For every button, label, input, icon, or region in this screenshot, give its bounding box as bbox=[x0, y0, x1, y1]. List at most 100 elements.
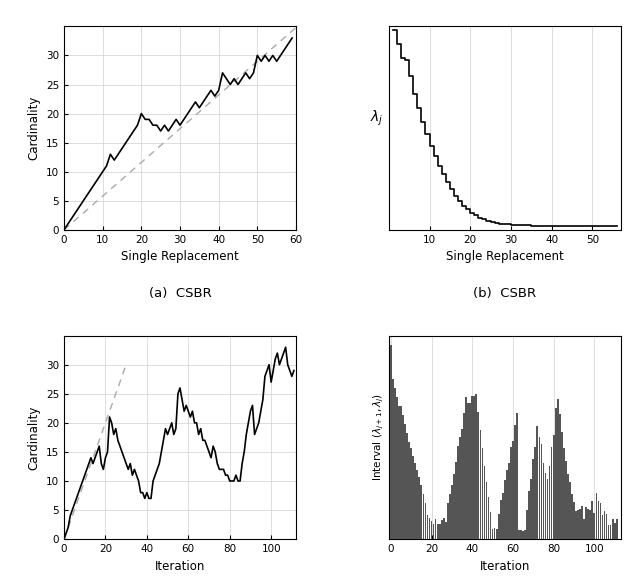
Bar bbox=[545, 473, 547, 539]
Bar bbox=[541, 444, 542, 539]
Bar bbox=[447, 503, 449, 539]
Bar bbox=[417, 470, 418, 539]
Bar bbox=[457, 445, 459, 539]
Bar bbox=[526, 510, 528, 539]
Text: (b)  CSBR: (b) CSBR bbox=[473, 287, 536, 300]
Bar bbox=[390, 345, 392, 539]
Bar bbox=[492, 529, 493, 539]
Bar bbox=[614, 523, 616, 539]
Bar bbox=[532, 459, 534, 539]
Bar bbox=[602, 515, 604, 539]
Bar bbox=[461, 430, 463, 539]
Bar bbox=[581, 506, 583, 539]
Bar bbox=[589, 510, 591, 539]
Bar bbox=[441, 520, 443, 539]
Bar bbox=[424, 503, 426, 539]
Bar bbox=[591, 501, 593, 539]
Bar bbox=[534, 447, 536, 539]
Bar bbox=[510, 447, 512, 539]
Bar bbox=[496, 529, 497, 539]
Bar bbox=[420, 485, 422, 539]
Bar bbox=[400, 406, 402, 539]
Bar bbox=[579, 509, 581, 539]
Bar bbox=[536, 426, 538, 539]
Bar bbox=[412, 455, 414, 539]
Bar bbox=[569, 482, 571, 539]
Bar bbox=[422, 493, 424, 539]
Bar bbox=[486, 482, 487, 539]
Bar bbox=[548, 466, 550, 539]
Bar bbox=[433, 524, 435, 539]
Bar bbox=[394, 388, 396, 539]
Bar bbox=[610, 525, 611, 539]
Bar bbox=[439, 524, 440, 539]
Bar bbox=[392, 379, 394, 539]
Bar bbox=[520, 530, 522, 539]
Bar bbox=[563, 448, 564, 539]
Bar bbox=[600, 503, 602, 539]
Bar bbox=[561, 432, 563, 539]
Bar bbox=[604, 511, 605, 539]
Text: (a)  CSBR: (a) CSBR bbox=[148, 287, 211, 300]
Bar bbox=[571, 493, 573, 539]
Bar bbox=[463, 413, 465, 539]
Bar bbox=[477, 412, 479, 539]
Bar bbox=[516, 413, 518, 539]
Bar bbox=[469, 403, 471, 539]
Bar bbox=[476, 394, 477, 539]
X-axis label: Iteration: Iteration bbox=[479, 560, 530, 573]
Bar bbox=[531, 479, 532, 539]
Bar bbox=[481, 448, 483, 539]
Y-axis label: $\lambda_j$: $\lambda_j$ bbox=[371, 109, 384, 128]
Bar bbox=[445, 522, 447, 539]
Bar bbox=[490, 512, 492, 539]
X-axis label: Single Replacement: Single Replacement bbox=[446, 250, 564, 263]
Bar bbox=[588, 509, 589, 539]
Bar bbox=[512, 441, 514, 539]
Bar bbox=[538, 437, 540, 539]
Bar bbox=[436, 523, 438, 539]
Bar bbox=[443, 518, 445, 539]
Bar bbox=[555, 408, 557, 539]
Bar bbox=[522, 531, 524, 539]
Bar bbox=[467, 403, 469, 539]
Bar bbox=[577, 510, 579, 539]
Bar bbox=[518, 530, 520, 539]
Bar bbox=[608, 525, 609, 539]
Bar bbox=[506, 470, 508, 539]
Bar bbox=[408, 442, 410, 539]
Bar bbox=[612, 519, 614, 539]
Bar bbox=[567, 475, 569, 539]
Y-axis label: Cardinality: Cardinality bbox=[28, 96, 40, 161]
Bar bbox=[616, 519, 618, 539]
Bar bbox=[586, 507, 587, 539]
Y-axis label: Cardinality: Cardinality bbox=[28, 405, 40, 469]
Bar bbox=[429, 518, 430, 539]
Bar bbox=[583, 519, 585, 539]
Bar bbox=[504, 481, 506, 539]
Bar bbox=[529, 491, 530, 539]
Bar bbox=[551, 447, 552, 539]
Bar bbox=[547, 479, 548, 539]
X-axis label: Iteration: Iteration bbox=[155, 560, 205, 573]
Bar bbox=[488, 497, 490, 539]
Bar bbox=[508, 463, 509, 539]
Bar bbox=[474, 396, 475, 539]
Bar bbox=[598, 501, 599, 539]
Bar bbox=[573, 502, 575, 539]
Bar bbox=[472, 396, 473, 539]
Bar bbox=[453, 474, 455, 539]
Bar bbox=[493, 528, 495, 539]
Bar bbox=[449, 495, 451, 539]
Bar bbox=[459, 437, 461, 539]
Bar bbox=[451, 485, 452, 539]
Bar bbox=[514, 425, 516, 539]
Bar bbox=[402, 415, 404, 539]
Bar bbox=[498, 513, 500, 539]
Bar bbox=[398, 406, 400, 539]
Bar bbox=[396, 397, 398, 539]
Bar bbox=[419, 478, 420, 539]
Bar bbox=[575, 512, 577, 539]
X-axis label: Single Replacement: Single Replacement bbox=[121, 250, 239, 263]
Bar bbox=[427, 515, 428, 539]
